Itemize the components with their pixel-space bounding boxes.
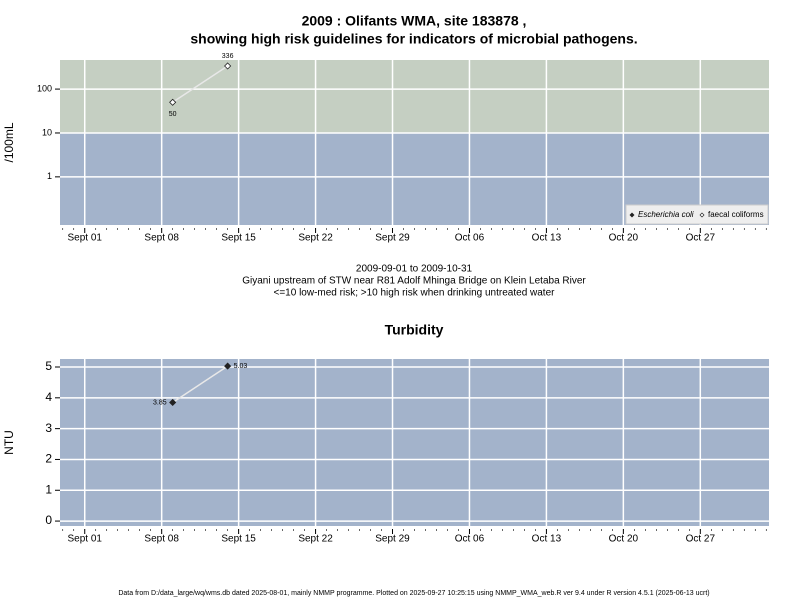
note: Giyani upstream of STW near R81 Adolf Mh…: [242, 276, 586, 287]
y-tick-label: 0: [45, 513, 52, 527]
chart-title: Turbidity: [385, 322, 444, 338]
note: 2009-09-01 to 2009-10-31: [356, 264, 473, 275]
y-axis-label: /100mL: [2, 122, 16, 162]
x-tick-label: Oct 13: [532, 534, 562, 545]
x-tick-label: Sept 15: [221, 233, 256, 244]
x-tick-label: Oct 27: [686, 233, 716, 244]
legend-marker: [629, 212, 635, 218]
series-line: [172, 65, 229, 103]
legend-label: Escherichia coli: [638, 210, 694, 219]
y-tick-label: 4: [45, 390, 52, 404]
legend-marker: [699, 212, 705, 218]
y-tick-label: 2: [45, 452, 52, 466]
high-risk-band: [60, 60, 769, 133]
data-label: 336: [222, 53, 234, 60]
data-point: [169, 398, 177, 407]
data-point: [224, 62, 232, 70]
legend-box: [625, 204, 769, 225]
x-tick-label: Oct 27: [686, 534, 716, 545]
y-tick-label: 1: [47, 171, 52, 181]
series-line: [172, 365, 229, 404]
data-point: [169, 98, 177, 106]
x-tick-label: Sept 22: [298, 233, 333, 244]
chart-subtitle: showing high risk guidelines for indicat…: [190, 31, 637, 47]
plot-background: [60, 359, 769, 526]
x-tick-label: Sept 29: [375, 233, 410, 244]
footer: Data from D:/data_large/wq/wms.db dated …: [118, 590, 709, 597]
y-tick-label: 1: [45, 482, 52, 496]
y-tick-label: 3: [45, 421, 52, 435]
x-tick-label: Oct 06: [455, 233, 485, 244]
data-point: [224, 362, 232, 370]
data-label: 50: [169, 111, 177, 118]
note: <=10 low-med risk; >10 high risk when dr…: [274, 288, 556, 299]
x-tick-label: Oct 13: [532, 233, 562, 244]
y-axis-label: NTU: [2, 430, 16, 455]
y-tick-label: 100: [37, 83, 52, 93]
x-tick-label: Sept 08: [144, 233, 179, 244]
x-tick-label: Sept 01: [67, 534, 102, 545]
legend: Escherichia coli faecal coliforms: [625, 204, 769, 225]
x-tick-label: Oct 20: [609, 534, 639, 545]
x-tick-label: Sept 22: [298, 534, 333, 545]
y-tick-label: 10: [42, 127, 52, 137]
x-tick-label: Oct 06: [455, 534, 485, 545]
x-tick-label: Oct 20: [609, 233, 639, 244]
data-label: 5.03: [234, 363, 248, 370]
data-label: 3.85: [153, 399, 167, 406]
x-tick-label: Sept 15: [221, 534, 256, 545]
x-tick-label: Sept 01: [67, 233, 102, 244]
chart-title: 2009 : Olifants WMA, site 183878 ,: [302, 13, 527, 29]
x-tick-label: Sept 29: [375, 534, 410, 545]
legend-label: faecal coliforms: [708, 210, 764, 219]
y-tick-label: 5: [45, 359, 52, 373]
x-tick-label: Sept 08: [144, 534, 179, 545]
